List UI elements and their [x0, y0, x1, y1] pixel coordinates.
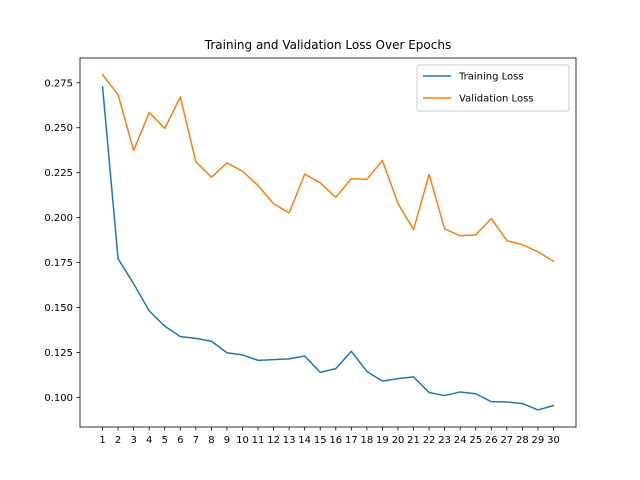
- x-tick-label: 29: [532, 435, 545, 446]
- series-line-training-loss: [101, 85, 555, 411]
- plot-frame: [79, 57, 577, 428]
- x-tick-label: 23: [438, 435, 451, 446]
- x-tick-label: 15: [314, 435, 327, 446]
- x-tick-label: 11: [252, 435, 265, 446]
- x-tick-label: 24: [454, 435, 467, 446]
- x-tick-label: 4: [146, 435, 152, 446]
- x-tick-label: 3: [130, 435, 136, 446]
- legend-box: [416, 64, 570, 112]
- x-tick-label: 16: [329, 435, 342, 446]
- legend-label: Training Loss: [458, 72, 524, 83]
- x-tick-label: 2: [115, 435, 121, 446]
- y-tick-label: 0.200: [44, 213, 73, 224]
- y-tick-label: 0.250: [44, 123, 73, 134]
- x-tick-label: 5: [162, 435, 168, 446]
- y-tick-label: 0.175: [44, 258, 73, 269]
- x-tick-label: 27: [500, 435, 513, 446]
- chart-title: Training and Validation Loss Over Epochs: [204, 38, 451, 52]
- y-tick-label: 0.125: [44, 348, 73, 359]
- x-tick-label: 12: [267, 435, 280, 446]
- x-tick-label: 13: [283, 435, 296, 446]
- x-tick-label: 14: [298, 435, 311, 446]
- x-tick-label: 8: [208, 435, 214, 446]
- legend: Training Loss Validation Loss: [416, 64, 570, 112]
- x-tick-label: 22: [423, 435, 436, 446]
- x-tick-label: 10: [236, 435, 249, 446]
- x-tick-label: 28: [516, 435, 529, 446]
- x-tick-label: 19: [376, 435, 389, 446]
- x-tick-label: 1: [99, 435, 105, 446]
- y-tick-label: 0.150: [44, 303, 73, 314]
- x-tick-label: 20: [392, 435, 405, 446]
- x-tick-label: 6: [177, 435, 183, 446]
- x-tick-label: 7: [193, 435, 199, 446]
- x-tick-label: 21: [407, 435, 420, 446]
- series-line-validation-loss: [101, 73, 555, 263]
- x-tick-label: 26: [485, 435, 498, 446]
- x-tick-label: 30: [547, 435, 560, 446]
- x-tick-label: 9: [224, 435, 230, 446]
- x-tick-label: 18: [361, 435, 374, 446]
- legend-label: Validation Loss: [459, 94, 534, 105]
- x-tick-label: 25: [469, 435, 482, 446]
- y-tick-label: 0.100: [44, 393, 73, 404]
- y-tick-label: 0.225: [44, 168, 73, 179]
- x-tick-label: 17: [345, 435, 358, 446]
- y-tick-label: 0.275: [44, 78, 73, 89]
